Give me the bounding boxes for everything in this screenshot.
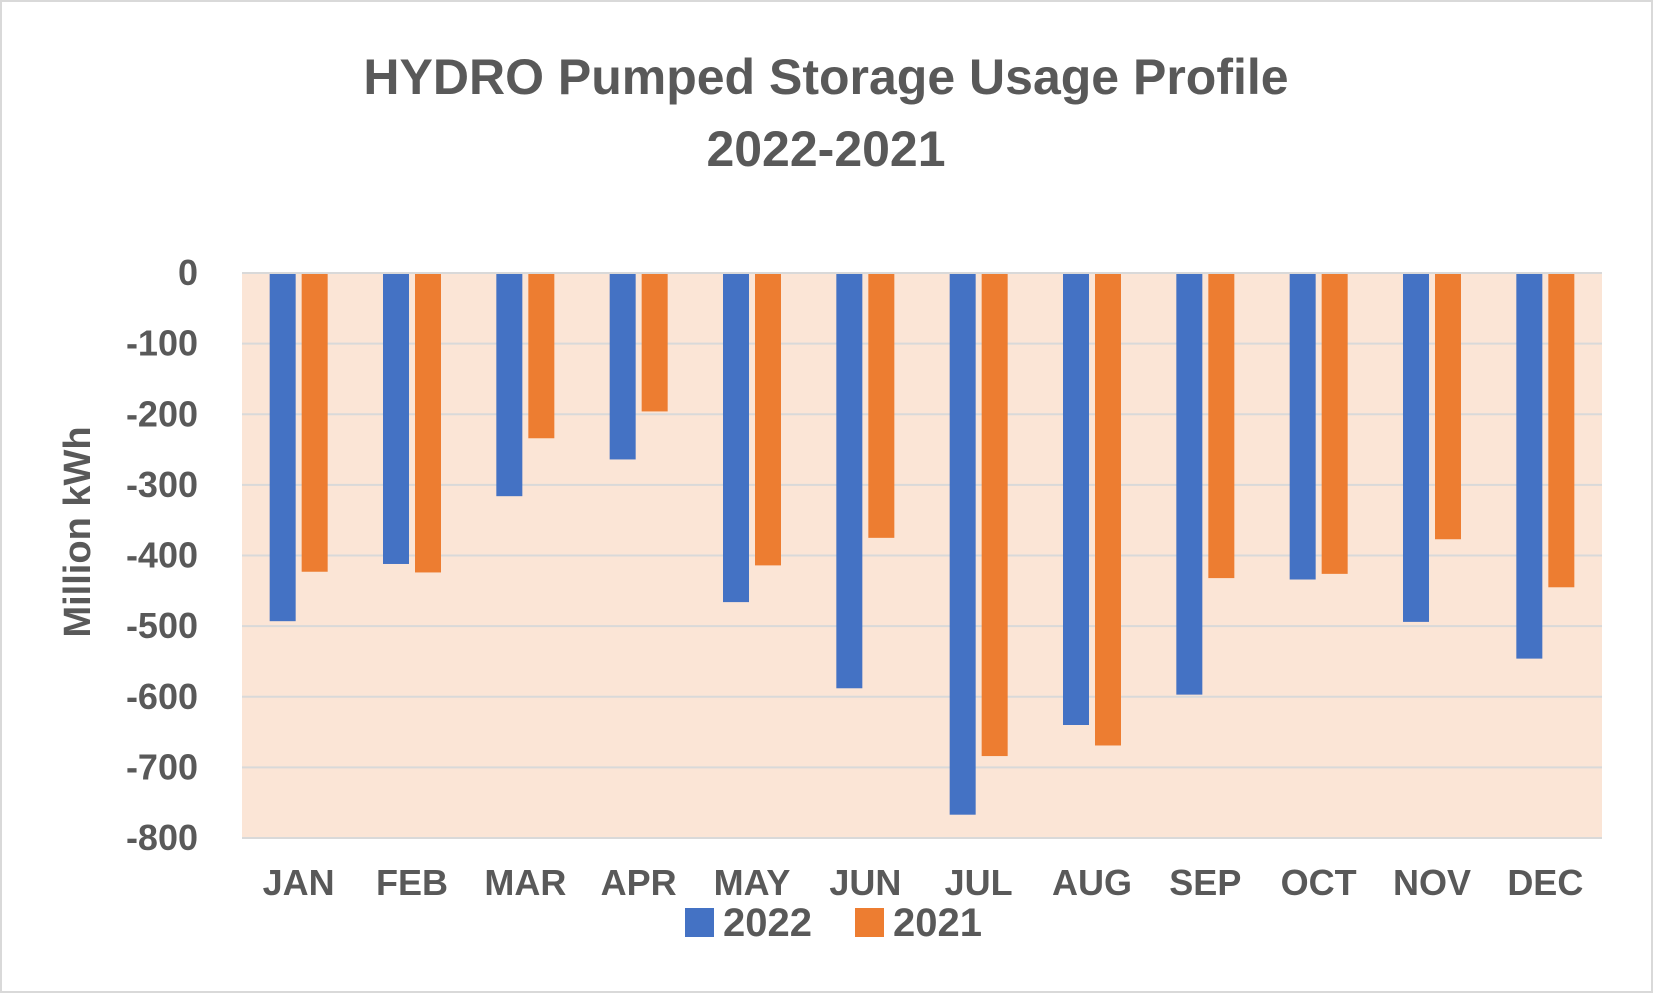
x-tick-label-oct: OCT [1281, 862, 1357, 903]
bar-2021-sep [1208, 273, 1235, 579]
bar-2022-oct [1289, 273, 1316, 580]
bar-2022-mar [496, 273, 523, 497]
y-tick-labels: 0 -100 -200 -300 -400 -500 -600 -700 -800 [126, 252, 198, 858]
x-tick-labels: JAN FEB MAR APR MAY JUN JUL AUG SEP OCT NOV DEC [263, 862, 1584, 903]
x-tick-label-jun: JUN [829, 862, 901, 903]
y-tick-label: -400 [126, 535, 198, 576]
bar-2022-feb [383, 273, 409, 564]
bar-2021-apr [641, 273, 668, 412]
bar-2021-mar [528, 273, 555, 439]
y-tick-label: 0 [178, 252, 198, 293]
x-tick-label-nov: NOV [1393, 862, 1471, 903]
legend: 2022 2021 [685, 901, 982, 945]
x-tick-label-dec: DEC [1507, 862, 1583, 903]
bar-2022-aug [1063, 273, 1089, 725]
bar-2021-oct [1321, 273, 1348, 574]
y-tick-label: -500 [126, 605, 198, 646]
bar-2022-nov [1403, 273, 1429, 622]
x-tick-label-feb: FEB [376, 862, 448, 903]
bar-2022-dec [1516, 273, 1543, 659]
x-tick-label-aug: AUG [1052, 862, 1132, 903]
bar-2022-sep [1176, 273, 1203, 695]
bar-2021-aug [1095, 273, 1121, 746]
bar-2022-jul [949, 273, 976, 815]
y-tick-label: -300 [126, 464, 198, 505]
legend-swatch-2021 [855, 908, 884, 937]
bar-2021-jan [301, 273, 328, 572]
x-tick-label-jul: JUL [945, 862, 1013, 903]
bars [269, 273, 1575, 815]
bar-2022-apr [609, 273, 636, 460]
x-tick-label-mar: MAR [484, 862, 566, 903]
y-axis-title: Million kWh [57, 426, 99, 637]
y-tick-label: -100 [126, 323, 198, 364]
bar-2021-jun [868, 273, 895, 538]
bar-2021-dec [1548, 273, 1575, 588]
chart-title-line-1: HYDRO Pumped Storage Usage Profile [363, 49, 1288, 105]
x-tick-label-jan: JAN [263, 862, 335, 903]
bar-2021-jul [981, 273, 1008, 757]
bar-2022-jan [269, 273, 296, 622]
bar-2022-jun [836, 273, 863, 689]
legend-label-2021: 2021 [893, 901, 982, 945]
x-tick-label-may: MAY [714, 862, 791, 903]
bar-2021-feb [415, 273, 441, 573]
x-tick-label-apr: APR [601, 862, 677, 903]
y-tick-label: -600 [126, 676, 198, 717]
legend-label-2022: 2022 [723, 901, 812, 945]
y-tick-label: -200 [126, 393, 198, 434]
chart-title-line-2: 2022-2021 [706, 121, 945, 177]
y-tick-label: -700 [126, 746, 198, 787]
bar-2021-may [755, 273, 781, 566]
legend-swatch-2022 [685, 908, 714, 937]
x-tick-label-sep: SEP [1169, 862, 1241, 903]
y-tick-label: -800 [126, 817, 198, 858]
bar-2022-may [723, 273, 749, 603]
bar-2021-nov [1435, 273, 1461, 540]
